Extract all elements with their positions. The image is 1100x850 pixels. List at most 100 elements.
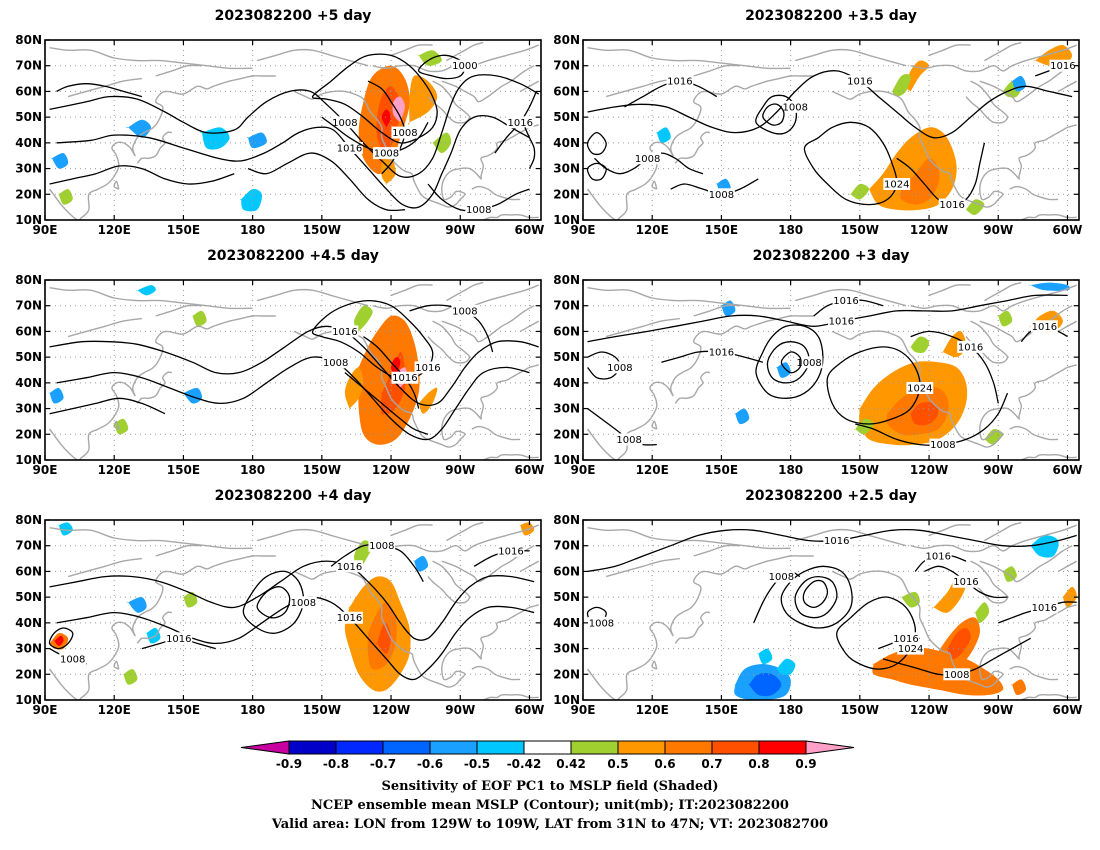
coastline <box>113 660 120 670</box>
contour-label-bg <box>497 544 525 557</box>
coastline <box>446 521 484 542</box>
y-tick-label: 30N <box>15 162 42 176</box>
panel-title: 2023082200 +4 day <box>215 488 372 504</box>
mslp-contour <box>586 162 607 181</box>
coastline <box>979 65 1073 103</box>
map-frame <box>44 39 542 221</box>
positive-sensitivity-region <box>900 158 940 205</box>
contour-label: 1008 <box>607 363 632 374</box>
map-content: 1016 1016 1008 1008 1008 1016 1016 <box>45 520 541 700</box>
x-tick-label: 120E <box>636 703 669 717</box>
coastline <box>390 44 433 57</box>
contour-label-bg <box>451 304 479 317</box>
contour-label-bg <box>336 611 363 624</box>
x-tick-label: 120W <box>910 463 948 477</box>
coastline <box>519 320 540 333</box>
contour-label: 1000 <box>452 61 477 72</box>
coastline <box>674 131 710 164</box>
negative-sensitivity-region <box>126 597 147 613</box>
mslp-contour <box>247 152 405 212</box>
x-tick-label: 150E <box>167 463 200 477</box>
map-content: 1016 1008 1024 1008 1016 1016 1008 1008 1016 1016 <box>583 280 1079 460</box>
map-panel: 1016 1008 1024 1016 1008 1008 1016 1016 90E 120E 1… <box>553 8 1082 237</box>
contour-label-bg <box>331 116 359 129</box>
coastline <box>587 47 791 70</box>
coastline <box>67 317 142 338</box>
map-background <box>583 520 1079 700</box>
contour-label: 1016 <box>166 634 191 645</box>
x-tick-label: 60W <box>514 703 544 717</box>
y-tick-label: 10N <box>15 453 42 467</box>
x-tick-label: 180 <box>240 223 265 237</box>
coastline <box>965 80 1009 124</box>
coastline <box>293 90 539 208</box>
coastline <box>928 284 971 297</box>
x-tick-label: 120W <box>372 703 410 717</box>
x-tick-label: 90E <box>571 223 596 237</box>
x-tick-label: 120E <box>98 463 131 477</box>
mslp-contour <box>56 596 535 681</box>
y-tick-label: 50N <box>15 350 42 364</box>
map-content: 1016 1008 1024 1016 1008 1008 1016 1016 <box>583 40 1079 220</box>
colorbar-box <box>758 740 807 755</box>
footer-line-3: Valid area: LON from 129W to 109W, LAT f… <box>271 817 828 832</box>
y-tick-label: 10N <box>553 213 580 227</box>
coastline <box>587 555 814 700</box>
y-tick-label: 80N <box>15 513 42 527</box>
contour-label: 1016 <box>498 546 523 557</box>
mslp-contour <box>762 103 785 126</box>
coastline <box>984 41 1022 62</box>
y-tick-label: 80N <box>553 273 580 287</box>
contour-label: 1008 <box>374 149 399 160</box>
map-background <box>583 280 1079 460</box>
x-tick-label: 150W <box>841 223 879 237</box>
x-tick-label: 120E <box>98 703 131 717</box>
contour-label-bg <box>588 616 615 629</box>
coastline <box>587 287 791 310</box>
y-tick-label: 60N <box>15 564 42 578</box>
mslp-contour <box>794 575 838 619</box>
x-tick-label: 150E <box>705 703 738 717</box>
contour-label: 1008 <box>635 154 660 165</box>
y-tick-label: 30N <box>15 642 42 656</box>
colorbar-label: 0.7 <box>701 757 722 771</box>
contour-label-bg <box>606 361 634 374</box>
negative-sensitivity-region <box>775 658 796 676</box>
colorbar-box <box>382 740 431 755</box>
colorbar-box <box>288 740 337 755</box>
y-tick-label: 40N <box>553 136 580 150</box>
contour-label: 1016 <box>953 577 978 588</box>
x-tick-label: 180 <box>778 463 803 477</box>
y-tick-label: 70N <box>553 59 580 73</box>
coastline <box>427 320 471 364</box>
y-tick-label: 10N <box>15 213 42 227</box>
y-tick-label: 10N <box>553 693 580 707</box>
x-tick-label: 150E <box>167 703 200 717</box>
positive-sensitivity-region <box>997 310 1013 327</box>
contour-label-bg <box>336 142 363 154</box>
contour-label: 1016 <box>1032 322 1057 333</box>
panel-title: 2023082200 +5 day <box>215 8 372 24</box>
coastline <box>519 80 540 93</box>
negative-sensitivity-region <box>775 362 791 378</box>
x-tick-label: 120E <box>636 223 669 237</box>
footer-line-1: Sensitivity of EOF PC1 to MSLP field (Sh… <box>381 779 718 794</box>
x-tick-label: 180 <box>778 223 803 237</box>
colorbar-label: -0.8 <box>323 757 349 771</box>
y-tick-label: 70N <box>15 539 42 553</box>
positive-sensitivity-region <box>417 387 438 414</box>
coastline <box>483 453 539 460</box>
x-tick-label: 60W <box>1052 703 1082 717</box>
mslp-contour <box>587 294 1068 343</box>
coastline <box>67 557 142 578</box>
coastline <box>257 48 369 67</box>
x-tick-label: 90E <box>571 463 596 477</box>
x-tick-label: 90E <box>33 703 58 717</box>
map-content: 1016 1008 1024 1008 1016 1016 1016 1008 1016 <box>583 520 1079 700</box>
coastline <box>1021 693 1077 700</box>
positive-sensitivity-region <box>344 367 364 411</box>
contour-label: 1008 <box>392 128 417 139</box>
mslp-contour <box>56 83 143 98</box>
panel-title: 2023082200 +4.5 day <box>207 248 379 264</box>
contour-label-bg <box>336 560 363 573</box>
